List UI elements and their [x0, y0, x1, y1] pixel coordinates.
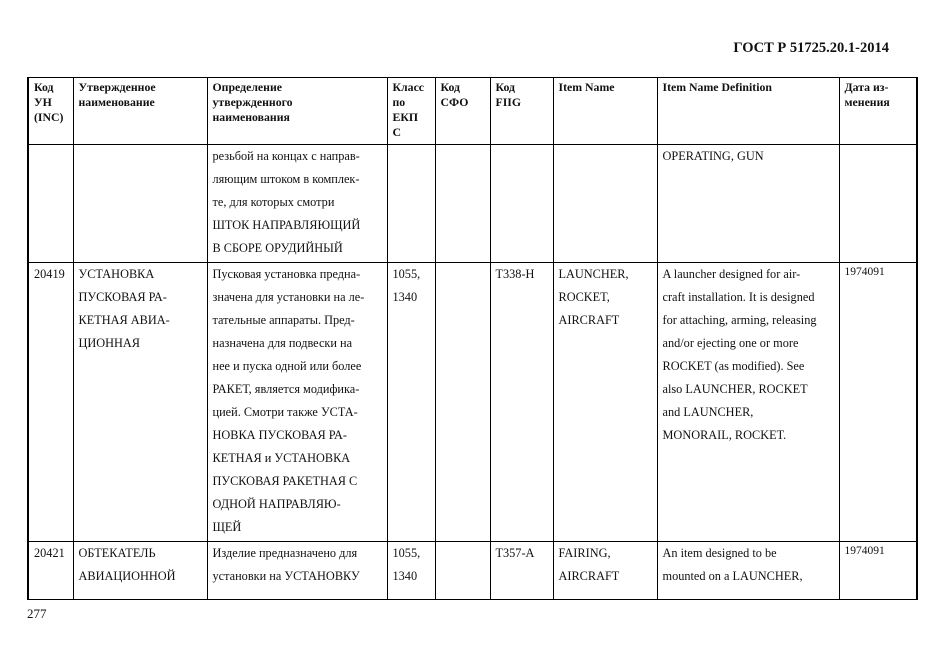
table-row: 20421 ОБТЕКАТЕЛЬ АВИАЦИОННОЙ Изделие пре… [27, 541, 918, 600]
cell-approved-name: ОБТЕКАТЕЛЬ АВИАЦИОННОЙ [72, 541, 208, 600]
cell-approved-name: УСТАНОВКА ПУСКОВАЯ РА- КЕТНАЯ АВИА- ЦИОН… [72, 262, 208, 542]
cell-class [386, 144, 436, 263]
cell-fiig: T357-A [489, 541, 554, 600]
header-approved-name: Утвержденное наименование [72, 77, 208, 145]
cell-item-name: LAUNCHER, ROCKET, AIRCRAFT [552, 262, 658, 542]
cell-inc [27, 144, 74, 263]
cell-class: 1055, 1340 [386, 262, 436, 542]
header-fiig-code: Код FIIG [489, 77, 554, 145]
cell-sfo [434, 144, 491, 263]
header-change-date: Дата из- менения [838, 77, 918, 145]
cell-date: 1974091 [838, 541, 918, 600]
header-sfo-code: Код СФО [434, 77, 491, 145]
table-header-row: Код УН (INC) Утвержденное наименование О… [27, 77, 918, 145]
cell-date [838, 144, 918, 263]
cell-inc: 20419 [27, 262, 74, 542]
cell-item-definition: OPERATING, GUN [656, 144, 840, 263]
cell-approved-name [72, 144, 208, 263]
cell-definition: резьбой на концах с направ- ляющим штоко… [206, 144, 388, 263]
cell-item-name [552, 144, 658, 263]
cell-fiig: T338-H [489, 262, 554, 542]
cell-date: 1974091 [838, 262, 918, 542]
cell-item-definition: An item designed to be mounted on a LAUN… [656, 541, 840, 600]
cell-class: 1055, 1340 [386, 541, 436, 600]
cell-fiig [489, 144, 554, 263]
header-name-definition: Определение утвержденного наименования [206, 77, 388, 145]
header-ekps-class: Класс по ЕКП С [386, 77, 436, 145]
item-names-table: Код УН (INC) Утвержденное наименование О… [27, 77, 918, 600]
cell-sfo [434, 262, 491, 542]
page-number: 277 [27, 606, 47, 621]
header-inc-code: Код УН (INC) [27, 77, 74, 145]
document-id: ГОСТ Р 51725.20.1-2014 [733, 40, 889, 56]
table-row: резьбой на концах с направ- ляющим штоко… [27, 144, 918, 263]
cell-item-definition: A launcher designed for air- craft insta… [656, 262, 840, 542]
cell-sfo [434, 541, 491, 600]
cell-definition: Пусковая установка предна- значена для у… [206, 262, 388, 542]
header-item-name: Item Name [552, 77, 658, 145]
table-row: 20419 УСТАНОВКА ПУСКОВАЯ РА- КЕТНАЯ АВИА… [27, 262, 918, 542]
header-item-name-definition: Item Name Definition [656, 77, 840, 145]
cell-inc: 20421 [27, 541, 74, 600]
cell-item-name: FAIRING, AIRCRAFT [552, 541, 658, 600]
cell-definition: Изделие предназначено для установки на У… [206, 541, 388, 600]
